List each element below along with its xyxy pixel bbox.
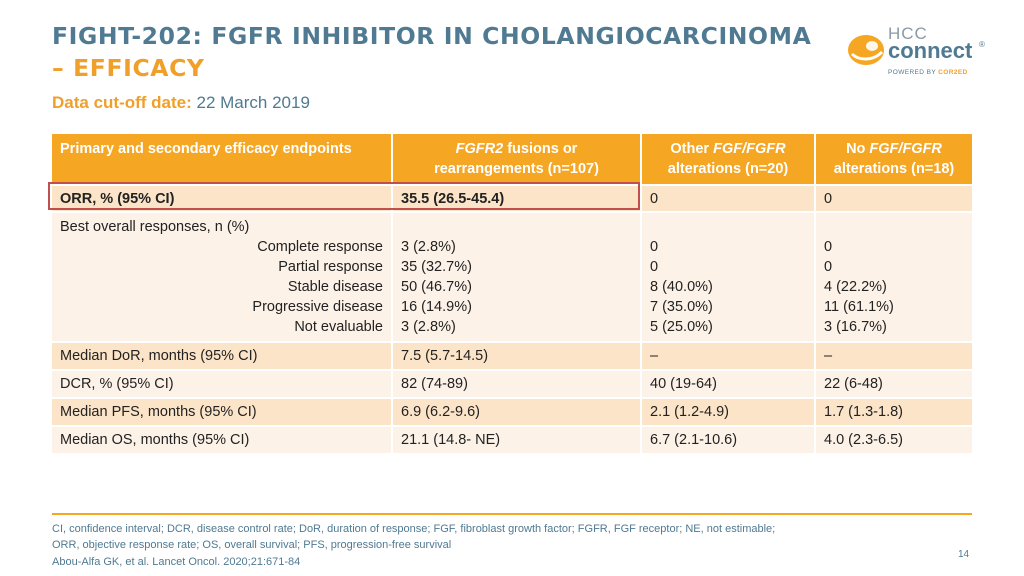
bor-fgfr2: 3 (2.8%) 35 (32.7%) 50 (46.7%) 16 (14.9%… — [393, 213, 642, 341]
orr-none: 0 — [824, 191, 833, 207]
pfs-label: Median PFS, months (95% CI) — [52, 399, 393, 425]
dor-none: – — [824, 348, 833, 364]
logo-mark-icon — [848, 35, 884, 65]
bor-partial-label: Partial response — [278, 259, 383, 275]
header-other-fgf: Other FGF/FGFR alterations (n=20) — [642, 134, 816, 184]
bor-not-evaluable-label: Not evaluable — [294, 319, 383, 335]
pfs-fgfr2: 6.9 (6.2-9.6) — [393, 399, 642, 425]
os-other: 6.7 (2.1-10.6) — [642, 427, 816, 453]
logo-reg: ® — [979, 40, 985, 49]
title-accent: EFFICACY — [73, 54, 205, 82]
orr-other: 0 — [642, 186, 816, 211]
orr-fgfr2: 35.5 (26.5-45.4) — [393, 186, 642, 211]
table-row-dor: Median DoR, months (95% CI) 7.5 (5.7-14.… — [52, 343, 972, 371]
logo-connect: connect — [888, 38, 973, 63]
header-fgfr2: FGFR2 fusions or rearrangements (n=107) — [393, 134, 642, 184]
bor-stable-label: Stable disease — [287, 279, 383, 295]
page-number: 14 — [958, 549, 970, 560]
data-cutoff: Data cut-off date: 22 March 2019 — [52, 93, 310, 113]
os-none: 4.0 (2.3-6.5) — [824, 432, 903, 448]
dor-other: – — [642, 343, 816, 369]
dcr-label: DCR, % (95% CI) — [52, 371, 393, 397]
title-main: FIGHT-202: FGFR INHIBITOR IN CHOLANGIOCA… — [52, 22, 812, 50]
orr-highlight-box — [48, 182, 640, 210]
logo-hcc: HCC — [888, 24, 928, 43]
slide-title: FIGHT-202: FGFR INHIBITOR IN CHOLANGIOCA… — [52, 20, 832, 84]
abbreviations-footnote: CI, confidence interval; DCR, disease co… — [52, 523, 776, 551]
bor-labels: Best overall responses, n (%) Complete r… — [52, 213, 393, 341]
bor-other: 0 0 8 (40.0%) 7 (35.0%) 5 (25.0%) — [642, 213, 816, 341]
dor-fgfr2: 7.5 (5.7-14.5) — [393, 343, 642, 369]
table-row-dcr: DCR, % (95% CI) 82 (74-89) 40 (19-64) 22… — [52, 371, 972, 399]
title-dash: – — [52, 54, 74, 82]
dcr-fgfr2: 82 (74-89) — [393, 371, 642, 397]
cutoff-label: Data cut-off date: — [52, 93, 192, 112]
orr-label: ORR, % (95% CI) — [52, 186, 393, 211]
header-endpoints: Primary and secondary efficacy endpoints — [52, 134, 393, 184]
os-label: Median OS, months (95% CI) — [52, 427, 393, 453]
reference: Abou-Alfa GK, et al. Lancet Oncol. 2020;… — [52, 556, 301, 568]
table-row-os: Median OS, months (95% CI) 21.1 (14.8- N… — [52, 427, 972, 455]
pfs-none: 1.7 (1.3-1.8) — [824, 404, 903, 420]
bor-complete-label: Complete response — [257, 239, 383, 255]
pfs-other: 2.1 (1.2-4.9) — [642, 399, 816, 425]
table-header-row: Primary and secondary efficacy endpoints… — [52, 134, 972, 186]
logo-powered: POWERED BY COR2ED — [888, 69, 968, 76]
bor-progressive-label: Progressive disease — [252, 299, 383, 315]
dcr-other: 40 (19-64) — [642, 371, 816, 397]
dor-label: Median DoR, months (95% CI) — [52, 343, 393, 369]
table-row-best-response: Best overall responses, n (%) Complete r… — [52, 213, 972, 343]
bor-title: Best overall responses, n (%) — [60, 219, 250, 235]
cutoff-value: 22 March 2019 — [196, 93, 310, 112]
table-row-pfs: Median PFS, months (95% CI) 6.9 (6.2-9.6… — [52, 399, 972, 427]
dcr-none: 22 (6-48) — [824, 376, 883, 392]
os-fgfr2: 21.1 (14.8- NE) — [393, 427, 642, 453]
bor-none: 0 0 4 (22.2%) 11 (61.1%) 3 (16.7%) — [824, 239, 894, 335]
footer-divider — [52, 513, 972, 515]
hcc-connect-logo: HCC connect ® POWERED BY COR2ED — [846, 24, 996, 84]
header-no-fgf: No FGF/FGFR alterations (n=18) — [833, 141, 955, 177]
